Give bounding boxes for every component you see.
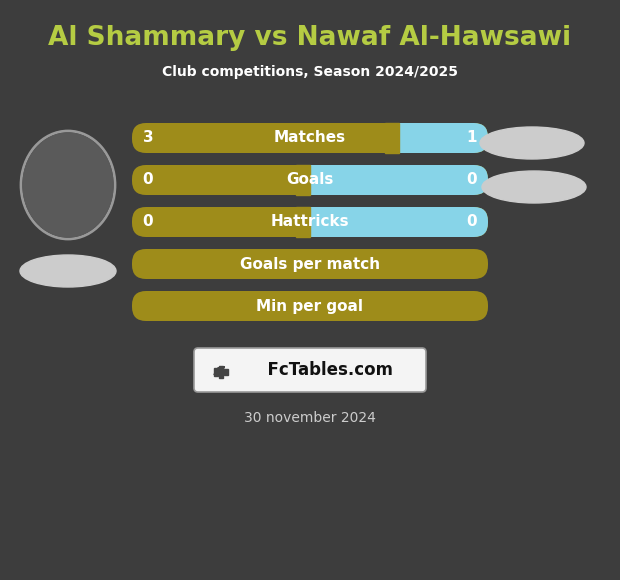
Text: FcTables.com: FcTables.com bbox=[255, 361, 392, 379]
Bar bbox=[219, 366, 223, 378]
Text: 1: 1 bbox=[467, 130, 477, 146]
Text: Goals: Goals bbox=[286, 172, 334, 187]
Text: Matches: Matches bbox=[274, 130, 346, 146]
Text: 30 november 2024: 30 november 2024 bbox=[244, 411, 376, 425]
Text: 0: 0 bbox=[143, 172, 153, 187]
Ellipse shape bbox=[480, 127, 584, 159]
FancyBboxPatch shape bbox=[132, 249, 488, 279]
FancyBboxPatch shape bbox=[132, 291, 488, 321]
Text: 0: 0 bbox=[143, 215, 153, 230]
Text: Al Shammary vs Nawaf Al-Hawsawi: Al Shammary vs Nawaf Al-Hawsawi bbox=[48, 25, 572, 51]
Ellipse shape bbox=[23, 133, 113, 237]
Bar bbox=[214, 368, 218, 376]
Ellipse shape bbox=[482, 171, 586, 203]
FancyBboxPatch shape bbox=[194, 348, 426, 392]
Bar bbox=[296, 165, 310, 195]
Text: Hattricks: Hattricks bbox=[271, 215, 349, 230]
Text: 3: 3 bbox=[143, 130, 153, 146]
Bar bbox=[296, 207, 310, 237]
Text: Goals per match: Goals per match bbox=[240, 256, 380, 271]
FancyBboxPatch shape bbox=[296, 165, 488, 195]
FancyBboxPatch shape bbox=[132, 207, 488, 237]
FancyBboxPatch shape bbox=[385, 123, 488, 153]
Bar bbox=[385, 123, 399, 153]
Text: 0: 0 bbox=[467, 215, 477, 230]
Text: 0: 0 bbox=[467, 172, 477, 187]
Ellipse shape bbox=[20, 255, 116, 287]
FancyBboxPatch shape bbox=[296, 207, 488, 237]
Bar bbox=[224, 369, 228, 375]
Text: Club competitions, Season 2024/2025: Club competitions, Season 2024/2025 bbox=[162, 65, 458, 79]
Text: Min per goal: Min per goal bbox=[257, 299, 363, 314]
FancyBboxPatch shape bbox=[132, 165, 488, 195]
FancyBboxPatch shape bbox=[132, 123, 488, 153]
